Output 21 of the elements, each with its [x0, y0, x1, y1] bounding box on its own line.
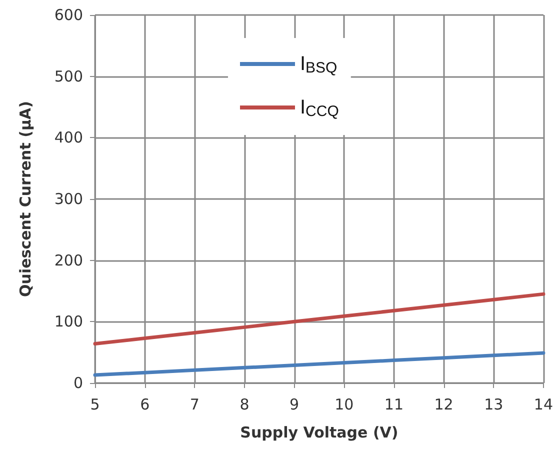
x-tick-label: 10	[334, 396, 354, 414]
x-tick-label: 6	[140, 396, 150, 414]
y-tick-label: 600	[54, 6, 83, 24]
y-tick-label: 0	[73, 374, 83, 392]
x-tick-label: 8	[240, 396, 250, 414]
x-tick-label: 13	[484, 396, 504, 414]
y-tick-label: 100	[54, 312, 83, 331]
y-tick-label: 500	[54, 67, 83, 86]
line-series	[93, 292, 546, 346]
x-axis-title: Supply Voltage (V)	[240, 424, 398, 442]
x-tick-label: 5	[90, 396, 100, 414]
x-tick-label: 9	[290, 396, 300, 414]
y-tick-label: 400	[54, 128, 83, 147]
line-series	[93, 351, 546, 377]
y-tick-label: 200	[54, 251, 83, 270]
x-tick-label: 11	[384, 396, 404, 414]
x-tick-label: 14	[534, 396, 554, 414]
x-tick-label: 7	[190, 396, 200, 414]
x-tick-label: 12	[434, 396, 454, 414]
y-tick-label: 300	[54, 190, 83, 208]
y-axis-title: Quiescent Current (μA)	[16, 101, 34, 297]
